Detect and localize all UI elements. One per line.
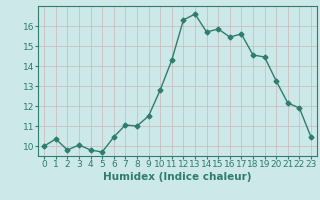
X-axis label: Humidex (Indice chaleur): Humidex (Indice chaleur) — [103, 172, 252, 182]
